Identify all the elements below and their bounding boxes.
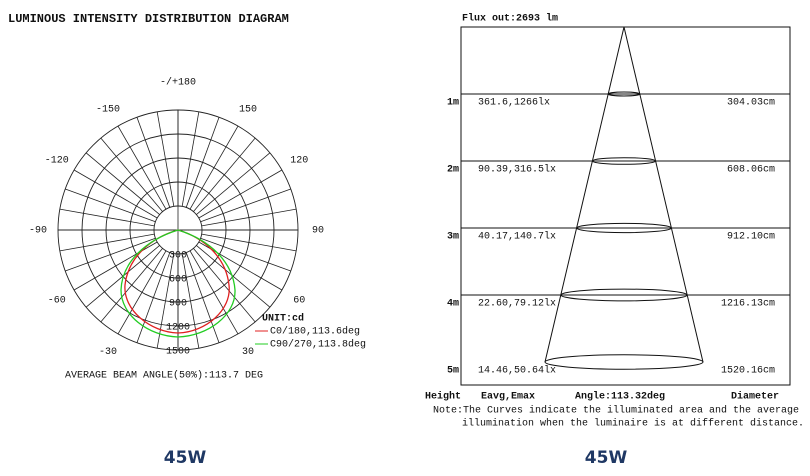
row-diameter: 304.03cm [727,98,775,109]
beam-angle: AVERAGE BEAM ANGLE(50%):113.7 DEG [65,370,263,382]
polar-diagram: -/+180 150 120 90 60 30 -30 -60 -90 -120 -150 300 60… [29,77,324,358]
ring [81,133,275,327]
illuminated-area [576,222,672,234]
footer-label: Eavg,Emax [481,392,535,403]
ring-label: 900 [169,299,187,310]
row-height: 5m [447,366,459,377]
caption: 45W [585,448,628,468]
angle-label: 90 [312,226,324,237]
flux: Flux out:2693 lm [462,13,558,25]
note: Note:The Curves indicate the illuminated… [433,405,799,417]
ring-label: 1500 [166,347,190,358]
c0-curve [124,229,230,334]
angle-label: -120 [45,156,69,167]
row-eavg: 40.17,140.7lx [478,231,556,243]
ring-label: 600 [169,275,187,286]
legend-entry: C90/270,113.8deg [270,339,366,351]
ring [57,109,299,351]
angle-label: -150 [96,104,120,115]
footer-label: Diameter [731,391,779,403]
angle-label: 30 [242,347,254,358]
angle-label: -/+180 [160,77,196,89]
row-height: 3m [447,232,459,243]
cone-frame [460,26,791,386]
note: illumination when the luminaire is at di… [462,418,804,430]
ring-label: 300 [169,251,187,262]
ring [129,181,227,279]
row-height: 2m [447,165,459,176]
caption: 45W [164,448,207,468]
row-height: 4m [447,299,459,310]
row-diameter: 1216.13cm [721,299,775,310]
cone-edge [623,26,704,363]
ring-label: 1200 [166,323,190,334]
cone-edge [544,26,625,363]
legend-entry: C0/180,113.6deg [270,326,360,338]
row-diameter: 1520.16cm [721,366,775,377]
row-eavg: 22.60,79.12lx [478,298,556,310]
footer-label: Angle:113.32deg [575,391,665,403]
row-diameter: 608.06cm [727,165,775,176]
illuminated-area [544,354,704,370]
ring [153,205,203,255]
angle-label: 60 [293,296,305,307]
c90-curve [120,229,236,338]
row-diameter: 912.10cm [727,232,775,243]
angle-label: -60 [48,296,66,307]
footer-label: Height [425,391,461,403]
row-eavg: 90.39,316.5lx [478,164,556,176]
angle-label: 120 [290,156,308,167]
row-height: 1m [447,98,459,109]
angle-label: -90 [29,226,47,237]
illuminated-area [607,91,641,97]
angle-label: -30 [99,347,117,358]
illuminated-area [591,157,657,165]
polar-title: LUMINOUS INTENSITY DISTRIBUTION DIAGRAM [8,12,289,26]
row-eavg: 14.46,50.64lx [478,365,556,377]
ring [105,157,251,303]
illuminated-area [560,288,688,302]
row-eavg: 361.6,1266lx [478,97,550,109]
angle-label: 150 [239,104,257,115]
unit: UNIT:cd [262,313,304,325]
cone-diagram: 1m 361.6,1266lx 304.03cm 2m 90.39,316.5lx 608… [447,26,790,377]
